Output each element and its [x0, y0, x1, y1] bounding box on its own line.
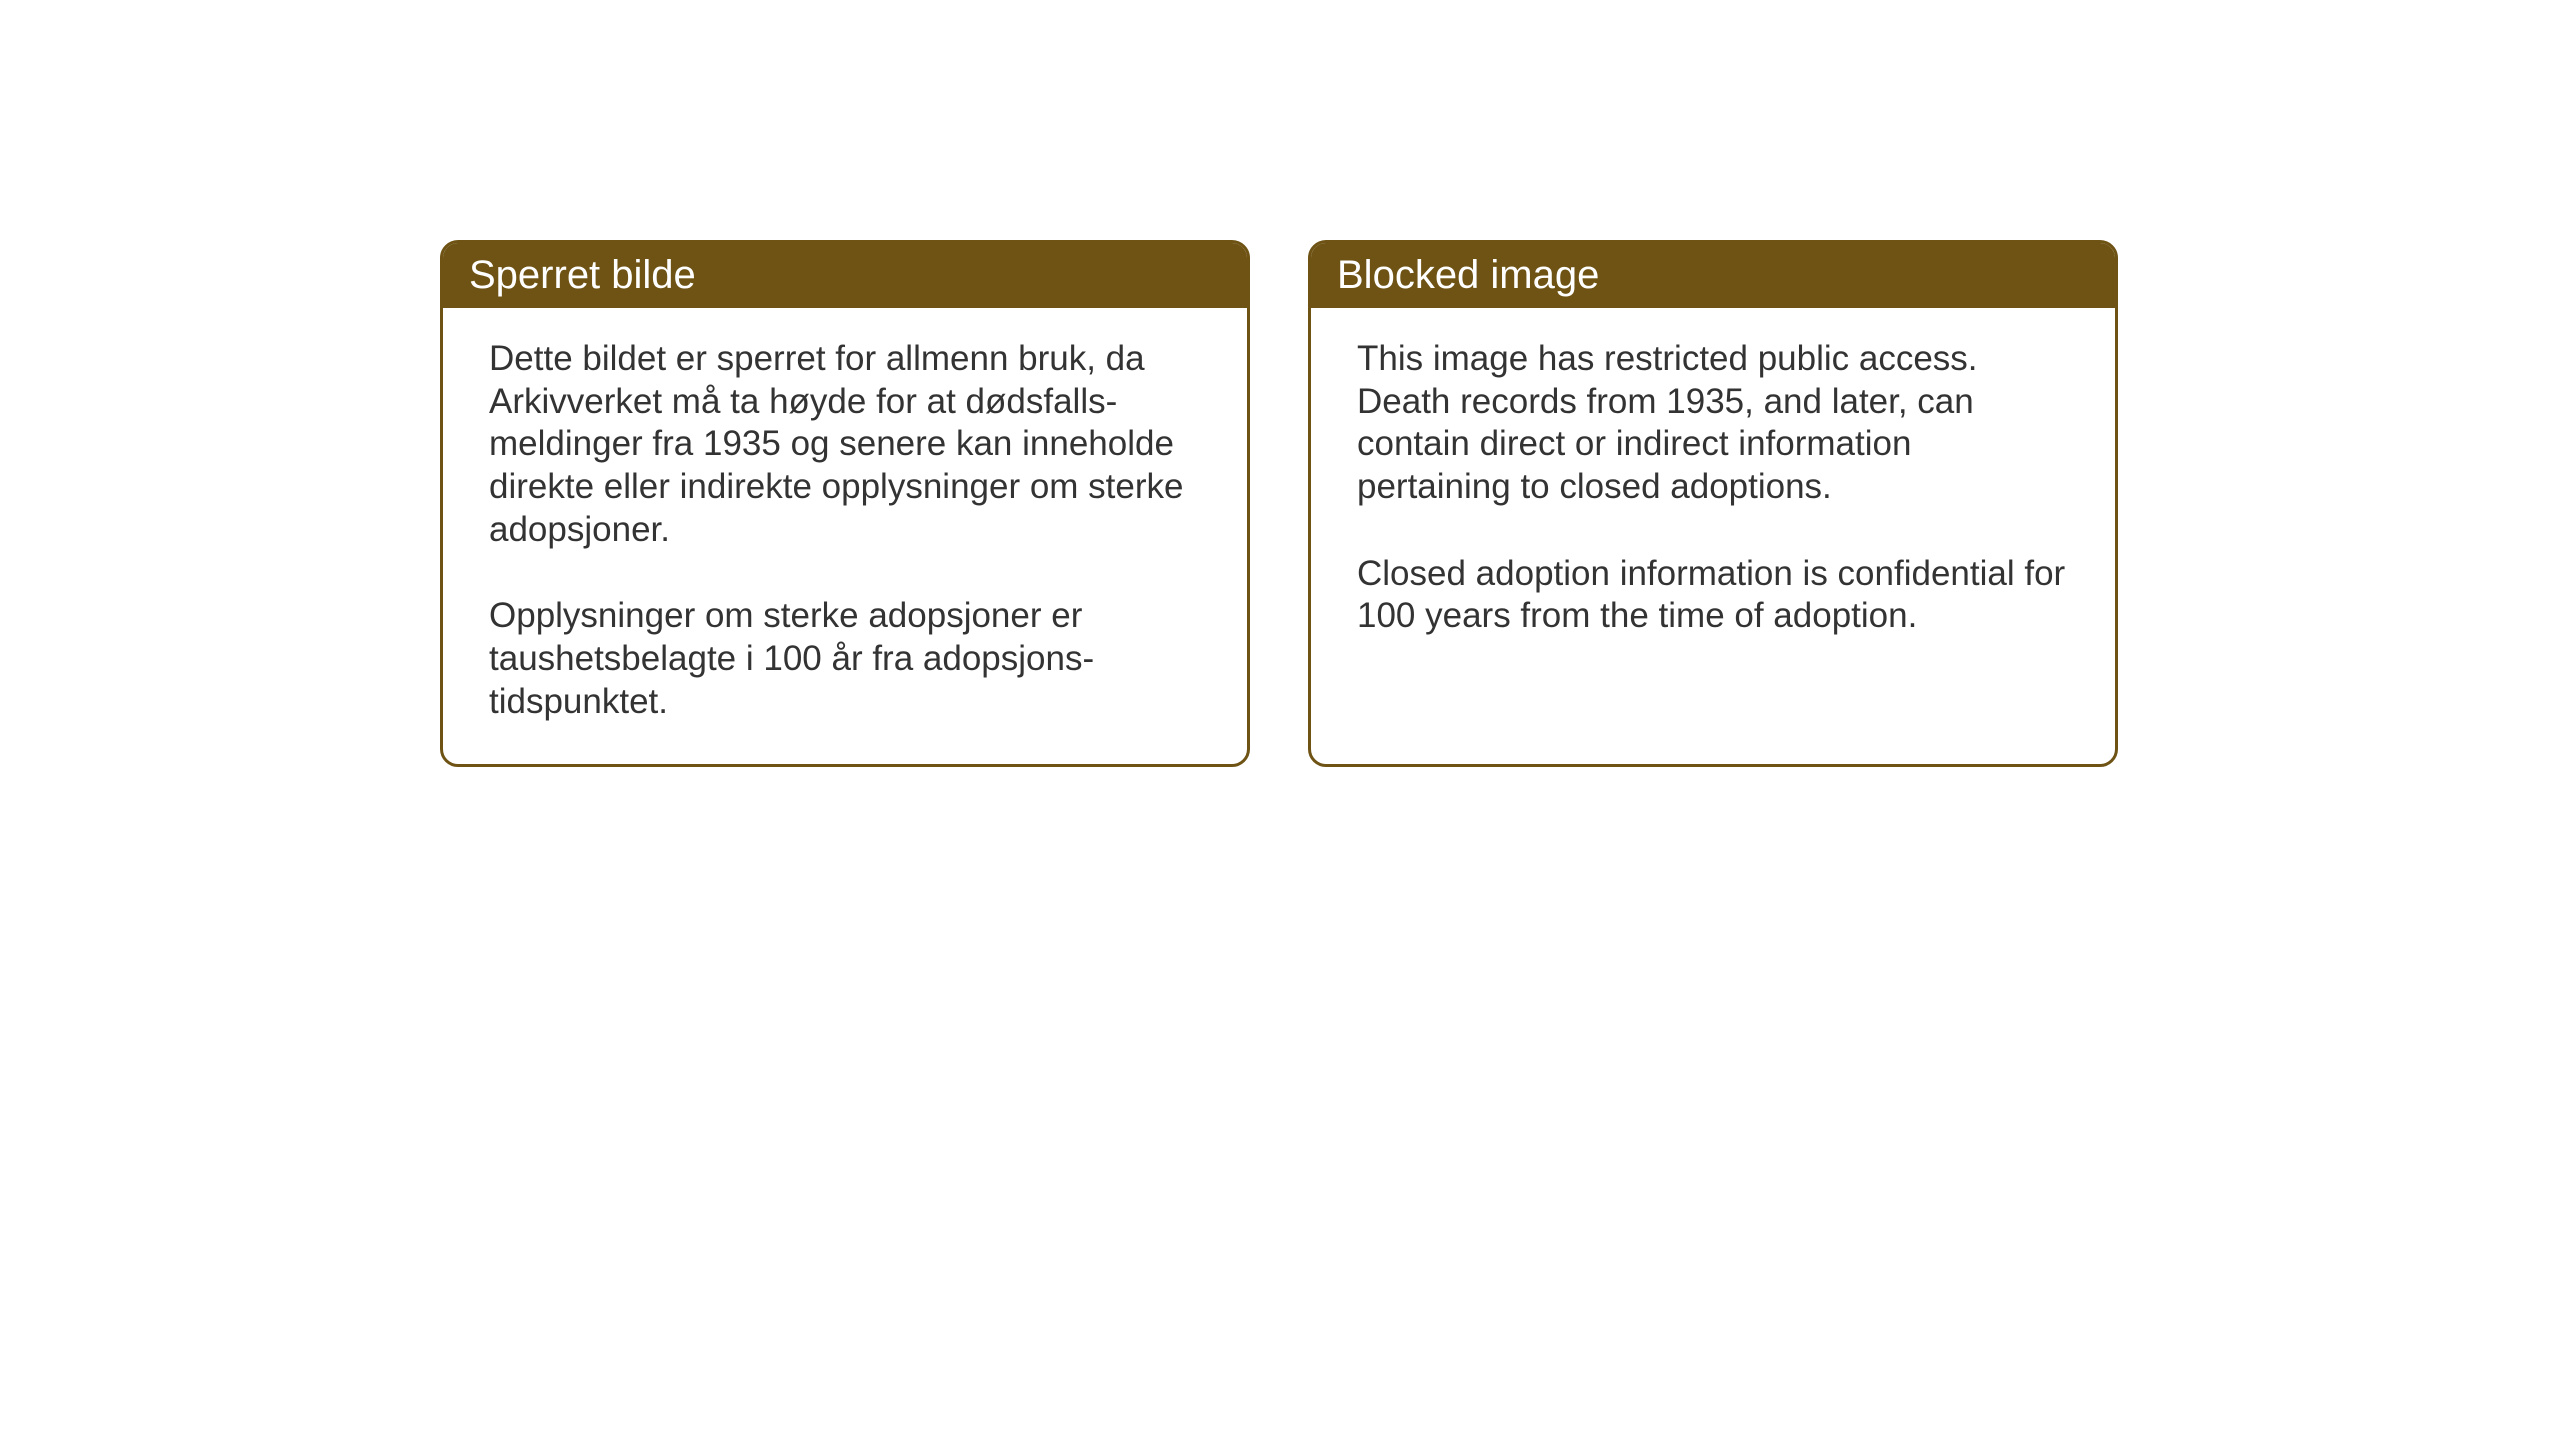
card-header-english: Blocked image — [1311, 243, 2115, 308]
card-paragraph-norwegian-2: Opplysninger om sterke adopsjoner er tau… — [489, 595, 1201, 723]
card-paragraph-english-1: This image has restricted public access.… — [1357, 338, 2069, 509]
card-norwegian: Sperret bilde Dette bildet er sperret fo… — [440, 240, 1250, 767]
card-header-norwegian: Sperret bilde — [443, 243, 1247, 308]
cards-container: Sperret bilde Dette bildet er sperret fo… — [440, 240, 2118, 767]
card-title-norwegian: Sperret bilde — [469, 253, 696, 297]
card-title-english: Blocked image — [1337, 253, 1599, 297]
card-body-english: This image has restricted public access.… — [1311, 308, 2115, 748]
card-english: Blocked image This image has restricted … — [1308, 240, 2118, 767]
card-paragraph-norwegian-1: Dette bildet er sperret for allmenn bruk… — [489, 338, 1201, 551]
card-body-norwegian: Dette bildet er sperret for allmenn bruk… — [443, 308, 1247, 764]
card-paragraph-english-2: Closed adoption information is confident… — [1357, 553, 2069, 638]
